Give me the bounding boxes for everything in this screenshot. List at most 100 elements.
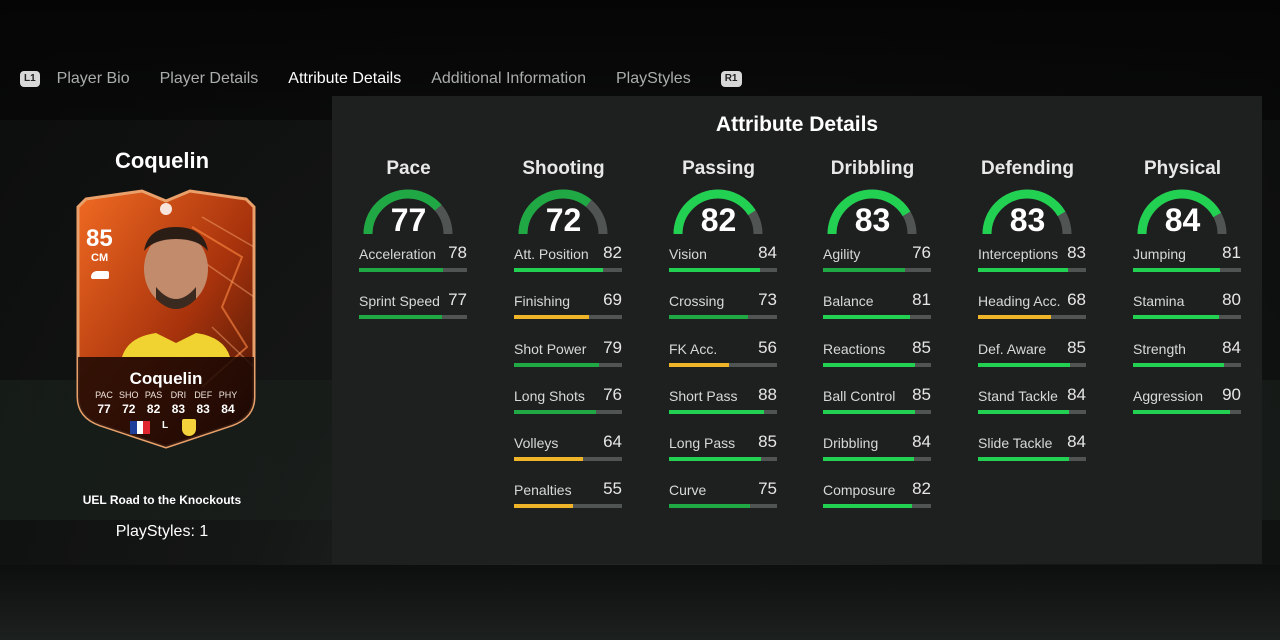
stat-def-aware[interactable]: Def. Aware 85 <box>965 337 1090 384</box>
stat-row: Finishing 69 <box>514 289 622 311</box>
tab-player-details[interactable]: Player Details <box>159 70 259 87</box>
stat-composure[interactable]: Composure 82 <box>810 478 935 525</box>
stat-long-pass[interactable]: Long Pass 85 <box>656 431 781 478</box>
stat-slide-tackle[interactable]: Slide Tackle 84 <box>965 431 1090 478</box>
card-value-pas: 82 <box>146 402 161 416</box>
stat-acceleration[interactable]: Acceleration 78 <box>346 242 471 289</box>
stat-bar <box>359 315 467 320</box>
stat-label: Def. Aware <box>978 340 1047 357</box>
stat-bar <box>823 362 931 367</box>
tab-bar: L1 Player Bio Player Details Attribute D… <box>20 66 742 92</box>
category-name: Pace <box>386 158 431 179</box>
stat-balance[interactable]: Balance 81 <box>810 289 935 336</box>
gauge-fill <box>1137 189 1227 235</box>
stat-bar <box>978 362 1086 367</box>
stat-bar-fill <box>823 268 906 272</box>
stat-row: Att. Position 82 <box>514 242 622 264</box>
stat-penalties[interactable]: Penalties 55 <box>501 478 626 525</box>
stat-value: 64 <box>603 432 622 452</box>
stat-stand-tackle[interactable]: Stand Tackle 84 <box>965 384 1090 431</box>
category-gauge: 83 <box>965 188 1090 242</box>
stat-bar <box>823 268 931 272</box>
tab-attribute-details[interactable]: Attribute Details <box>288 70 402 87</box>
stat-sprint-speed[interactable]: Sprint Speed 77 <box>346 289 471 336</box>
stat-bar <box>823 315 931 320</box>
stat-reactions[interactable]: Reactions 85 <box>810 337 935 384</box>
stat-heading-acc[interactable]: Heading Acc. 68 <box>965 289 1090 336</box>
stat-value: 81 <box>912 290 931 310</box>
card-label-def: DEF <box>194 390 213 400</box>
attribute-column-defending: Defending 83 Interceptions 83 Heading Acc. 68… <box>965 158 1090 478</box>
stat-bar-fill <box>978 362 1070 367</box>
stat-bar <box>1133 409 1241 414</box>
stat-agility[interactable]: Agility 76 <box>810 242 935 289</box>
stat-curve[interactable]: Curve 75 <box>656 478 781 525</box>
stat-bar-fill <box>823 409 915 414</box>
player-name: Coquelin <box>114 148 210 173</box>
stat-ball-control[interactable]: Ball Control 85 <box>810 384 935 431</box>
stat-jumping[interactable]: Jumping 81 <box>1120 242 1245 289</box>
stat-aggression[interactable]: Aggression 90 <box>1120 384 1245 431</box>
stat-volleys[interactable]: Volleys 64 <box>501 431 626 478</box>
boot-icon <box>91 271 109 279</box>
stat-fk-acc[interactable]: FK Acc. 56 <box>656 337 781 384</box>
attribute-column-passing: Passing 82 Vision 84 Crossing 73 FK Acc. 56 Shor… <box>656 158 781 526</box>
stat-label: FK Acc. <box>669 340 718 357</box>
stat-value: 55 <box>603 479 622 499</box>
stat-row: Stand Tackle 84 <box>978 384 1086 406</box>
stat-value: 85 <box>912 337 931 357</box>
stat-label: Long Shots <box>514 387 585 404</box>
stat-value: 73 <box>758 290 777 310</box>
stat-label: Dribbling <box>823 435 879 452</box>
stat-bar-fill <box>669 268 760 272</box>
stat-strength[interactable]: Strength 84 <box>1120 337 1245 384</box>
card-label-pas: PAS <box>144 390 163 400</box>
stat-row: Crossing 73 <box>669 289 777 311</box>
france-flag-icon <box>130 421 151 434</box>
stat-interceptions[interactable]: Interceptions 83 <box>965 242 1090 289</box>
stat-shot-power[interactable]: Shot Power 79 <box>501 337 626 384</box>
stat-bar-fill <box>514 504 574 509</box>
stat-row: Stamina 80 <box>1133 289 1241 311</box>
tab-additional-information[interactable]: Additional Information <box>431 70 586 87</box>
stat-label: Att. Position <box>514 246 589 262</box>
stat-row: Shot Power 79 <box>514 337 622 359</box>
stat-bar <box>514 362 622 367</box>
stat-dribbling[interactable]: Dribbling 84 <box>810 431 935 478</box>
r1-button-icon[interactable]: R1 <box>720 71 742 87</box>
stat-att-position[interactable]: Att. Position 82 <box>501 242 626 289</box>
stat-value: 84 <box>1067 432 1086 452</box>
stat-label: Acceleration <box>359 246 437 262</box>
stat-bar <box>1133 268 1241 272</box>
gauge-fill <box>673 189 763 235</box>
category-name: Dribbling <box>830 158 915 179</box>
category-gauge: 82 <box>656 188 781 242</box>
stat-row: Def. Aware 85 <box>978 337 1086 359</box>
stat-value: 76 <box>603 384 622 404</box>
stat-crossing[interactable]: Crossing 73 <box>656 289 781 336</box>
stat-bar-fill <box>669 362 730 367</box>
stat-long-shots[interactable]: Long Shots 76 <box>501 384 626 431</box>
stat-label: Sprint Speed <box>359 293 440 310</box>
stat-label: Finishing <box>514 293 571 310</box>
card-player-name: Coquelin <box>129 369 203 388</box>
l1-button-icon[interactable]: L1 <box>20 71 40 87</box>
stat-label: Composure <box>823 482 896 499</box>
stat-row: Aggression 90 <box>1133 384 1241 406</box>
stat-vision[interactable]: Vision 84 <box>656 242 781 289</box>
stat-bar-fill <box>669 409 765 414</box>
stat-row: Balance 81 <box>823 289 931 311</box>
tab-player-bio[interactable]: Player Bio <box>56 70 130 87</box>
stat-value: 85 <box>1067 337 1086 357</box>
card-rating: 85 <box>86 225 113 252</box>
card-value-pac: 77 <box>97 402 111 416</box>
stat-bar-fill <box>669 315 748 320</box>
stat-bar-fill <box>514 268 603 272</box>
stat-value: 68 <box>1067 290 1086 310</box>
stat-stamina[interactable]: Stamina 80 <box>1120 289 1245 336</box>
stat-short-pass[interactable]: Short Pass 88 <box>656 384 781 431</box>
stat-finishing[interactable]: Finishing 69 <box>501 289 626 336</box>
stat-row: Composure 82 <box>823 478 931 500</box>
tab-playstyles[interactable]: PlayStyles <box>616 70 691 87</box>
player-card[interactable]: 85 CM Coquelin PAC SHO PAS DRI DEF PHY 7… <box>72 187 260 449</box>
